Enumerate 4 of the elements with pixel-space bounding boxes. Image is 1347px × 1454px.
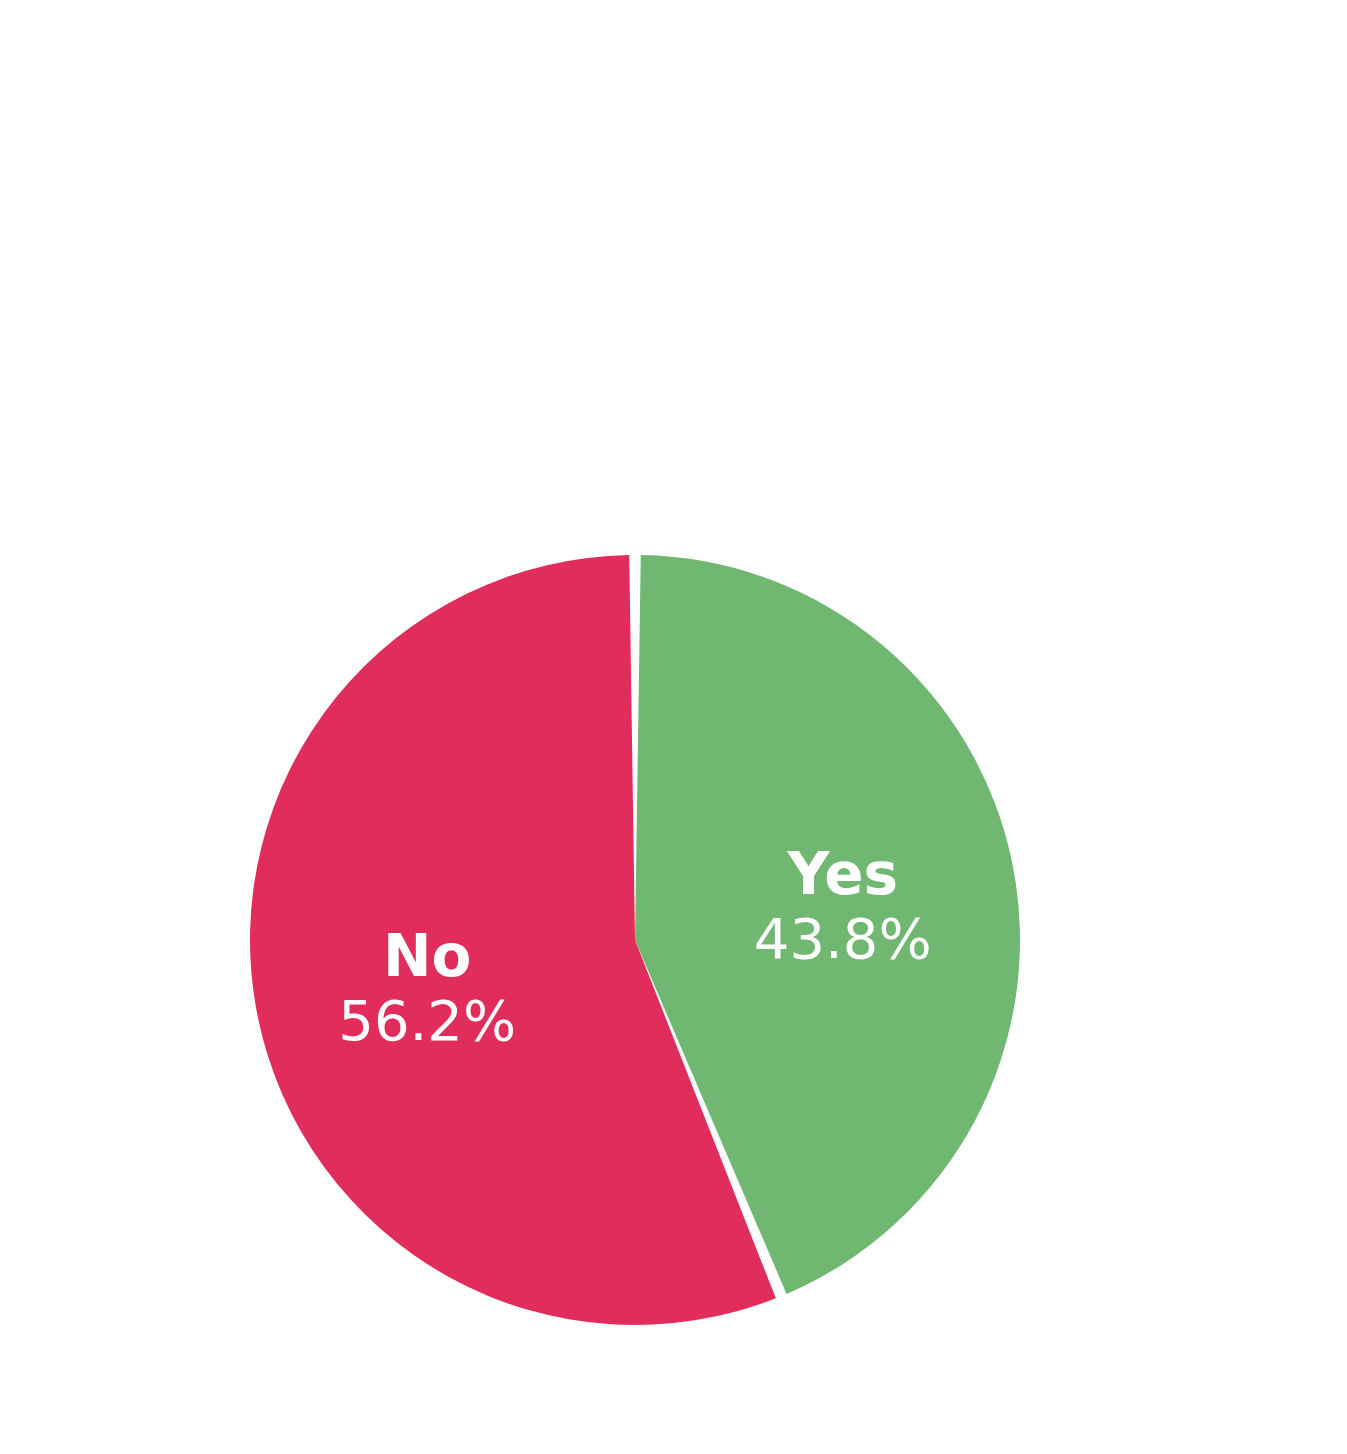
slice-label: No bbox=[383, 921, 472, 990]
data-label: 56.2% bbox=[338, 987, 517, 1053]
slice-label: Yes bbox=[786, 840, 899, 909]
data-label: 43.8% bbox=[753, 906, 932, 972]
